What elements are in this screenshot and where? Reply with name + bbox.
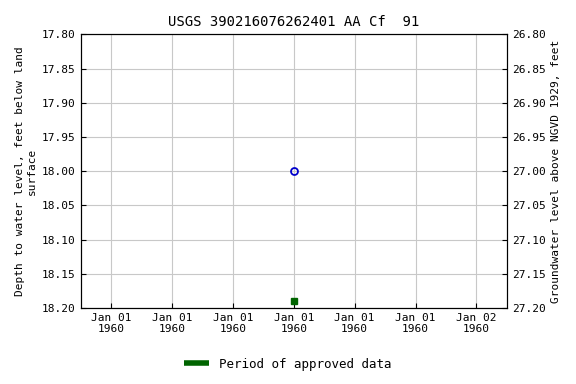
- Legend: Period of approved data: Period of approved data: [179, 353, 397, 376]
- Y-axis label: Depth to water level, feet below land
surface: Depth to water level, feet below land su…: [15, 46, 37, 296]
- Title: USGS 390216076262401 AA Cf  91: USGS 390216076262401 AA Cf 91: [168, 15, 419, 29]
- Y-axis label: Groundwater level above NGVD 1929, feet: Groundwater level above NGVD 1929, feet: [551, 40, 561, 303]
